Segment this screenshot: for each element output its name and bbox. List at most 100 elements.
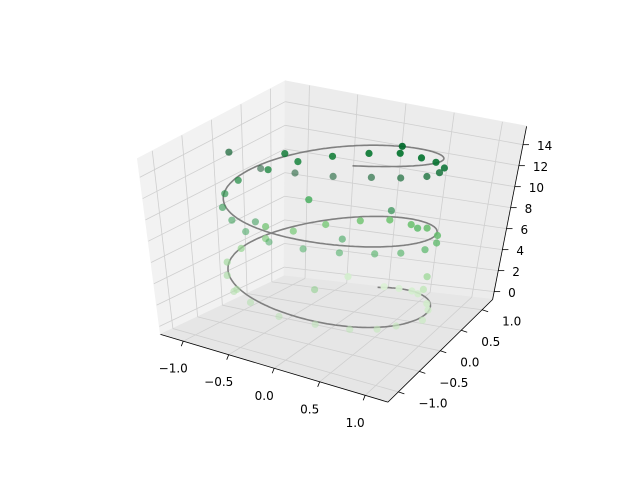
- x-tick: [362, 395, 366, 401]
- scatter-point: [242, 228, 250, 236]
- scatter-point: [408, 287, 416, 295]
- scatter-point: [223, 271, 231, 279]
- grid-line-z-back: [284, 266, 495, 293]
- grid-line-z-side: [142, 124, 286, 199]
- scatter-point: [275, 312, 283, 321]
- scatter-point: [423, 273, 431, 281]
- scatter-point: [328, 152, 337, 160]
- grid-line-z-side: [150, 195, 285, 263]
- x-tick: [180, 341, 184, 347]
- x-axis-ticks: −1.0 −0.5 0.0 0.5 1.0: [159, 341, 366, 430]
- z-tick-label: 12: [533, 160, 548, 174]
- scatter-point: [246, 298, 255, 306]
- scatter-point: [418, 316, 426, 324]
- y-tick-label: −1.0: [418, 396, 447, 410]
- scatter-point: [257, 164, 265, 173]
- grid-line-z-back: [284, 148, 515, 188]
- scatter-point: [365, 149, 373, 157]
- scatter-point: [371, 250, 379, 258]
- scatter-point: [262, 235, 270, 243]
- y-tick-label: −0.5: [439, 376, 468, 390]
- grid-line-z-side: [139, 101, 286, 178]
- grid-line-y-floor: [247, 293, 462, 331]
- scatter-point: [223, 258, 231, 266]
- y-tick-label: 0.0: [460, 355, 479, 369]
- scatter-point: [356, 217, 364, 225]
- y-tick: [419, 370, 426, 374]
- x-tick: [226, 354, 230, 360]
- scatter-point: [424, 306, 432, 314]
- scatter-point: [338, 235, 346, 243]
- scatter-point: [397, 249, 405, 257]
- axes-panes: [136, 80, 528, 403]
- x-tick-label: 0.5: [300, 402, 319, 416]
- scatter-point: [380, 283, 388, 291]
- z-tick-label: 0: [508, 286, 516, 300]
- grid-line-y-floor: [197, 316, 420, 372]
- y-tick-label: 1.0: [502, 314, 521, 328]
- scatter-point: [311, 286, 319, 294]
- scatter-point: [281, 150, 289, 158]
- x-tick: [317, 381, 321, 387]
- y-tick: [482, 309, 489, 313]
- scatter-point: [329, 172, 337, 180]
- scatter-point: [264, 166, 272, 174]
- scatter-point: [423, 172, 431, 181]
- scatter-point: [417, 154, 426, 162]
- scatter-point: [218, 203, 227, 211]
- grid-lines: [139, 85, 524, 396]
- scatter-point: [387, 207, 395, 215]
- y-tick: [440, 350, 447, 354]
- scatter-point: [251, 218, 259, 226]
- scatter-point: [305, 196, 313, 204]
- x-tick-label: −0.5: [204, 375, 233, 389]
- scatter-point: [237, 244, 245, 252]
- x-tick-label: 1.0: [346, 416, 365, 430]
- scatter-point: [419, 285, 427, 293]
- scatter-point: [423, 224, 431, 232]
- scatter-point: [414, 290, 422, 298]
- scatter-point: [386, 216, 394, 224]
- scatter-point: [433, 231, 442, 240]
- x-tick: [271, 368, 275, 374]
- scatter-point: [221, 190, 229, 198]
- grid-line-z-side: [148, 172, 285, 242]
- grid-line-y-floor: [271, 281, 483, 311]
- y-tick-label: 0.5: [481, 335, 500, 349]
- grid-line-z-side: [159, 266, 285, 327]
- z-tick-label: 2: [512, 265, 520, 279]
- scatter-point: [346, 325, 354, 333]
- y-tick: [461, 329, 468, 333]
- scatter-point: [407, 221, 415, 229]
- scatter-point: [294, 158, 302, 166]
- scatter-point: [291, 169, 299, 177]
- scatter-point: [423, 300, 431, 308]
- z-tick-label: 4: [516, 244, 524, 258]
- grid-line-y-floor: [172, 328, 399, 393]
- scatter-point: [311, 320, 319, 328]
- scatter-point: [289, 227, 297, 235]
- scatter-point: [299, 245, 307, 253]
- grid-line-z-back: [284, 195, 507, 230]
- scatter-point: [398, 142, 406, 150]
- scatter-point: [432, 158, 440, 166]
- scatter-series: [218, 142, 448, 333]
- z-tick-label: 6: [521, 223, 529, 237]
- y-tick: [398, 391, 405, 395]
- grid-line-z-side: [156, 243, 285, 306]
- grid-line-z-back: [284, 243, 499, 272]
- scatter-point: [433, 239, 441, 247]
- scatter-point: [395, 284, 403, 293]
- scatter-point: [421, 246, 429, 254]
- scatter-point: [344, 273, 352, 281]
- scatter-point: [414, 224, 422, 232]
- grid-line-z-back: [284, 219, 503, 251]
- z-axis-ticks: 0 2 4 6 8 10 12 14: [494, 139, 552, 300]
- scatter-point: [262, 223, 270, 231]
- x-tick-label: 0.0: [255, 389, 274, 403]
- scatter-point: [440, 164, 448, 172]
- scatter-point: [234, 176, 242, 184]
- scatter-point: [322, 220, 330, 229]
- scatter-point: [225, 148, 233, 156]
